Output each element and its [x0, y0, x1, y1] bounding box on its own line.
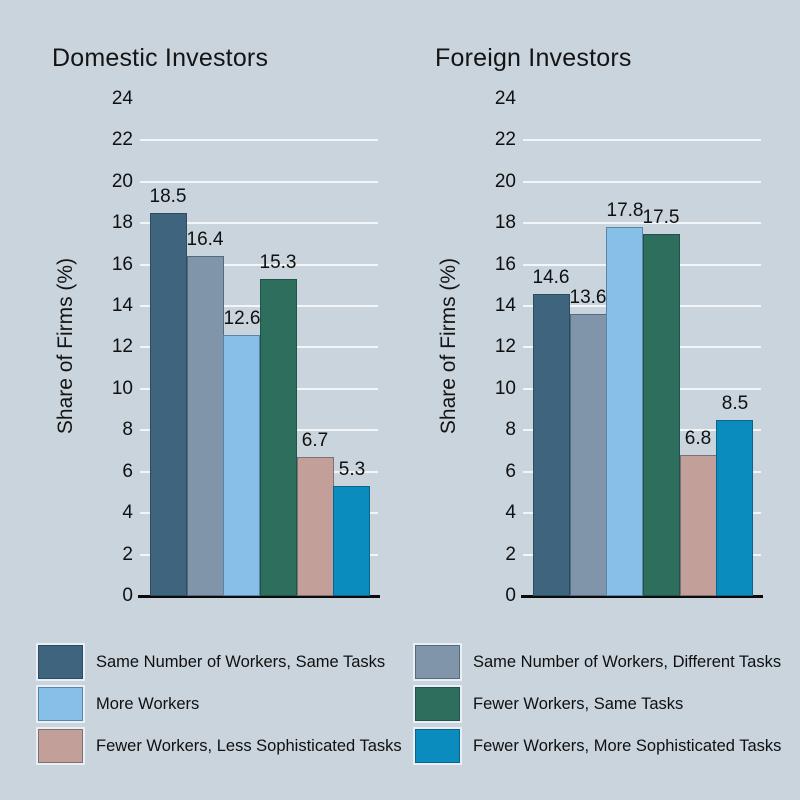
bar-value-label: 12.6 [223, 308, 261, 329]
y-tick-label: 22 [494, 129, 516, 150]
bar-value-label: 8.5 [721, 393, 749, 414]
bar [150, 213, 187, 596]
bar [260, 279, 297, 596]
legend-swatch [413, 727, 462, 765]
bar [606, 227, 643, 596]
y-tick-label: 8 [122, 419, 133, 440]
bar-value-label: 15.3 [259, 252, 297, 273]
legend-swatch [413, 685, 462, 723]
legend-swatch [413, 643, 462, 681]
legend-item: Fewer Workers, Same Tasks [413, 685, 684, 723]
gridline [140, 222, 378, 224]
gridline [140, 305, 378, 307]
legend-swatch [36, 727, 85, 765]
y-tick-label: 14 [111, 295, 133, 316]
y-tick-label: 4 [122, 502, 133, 523]
y-tick-label: 24 [494, 88, 516, 109]
bar [680, 455, 717, 596]
legend-label: Same Number of Workers, Different Tasks [473, 652, 782, 671]
y-tick-label: 20 [111, 171, 133, 192]
legend-item: Same Number of Workers, Different Tasks [413, 643, 782, 681]
legend-label: More Workers [96, 694, 200, 713]
gridline [140, 264, 378, 266]
bar-value-label: 5.3 [338, 459, 366, 480]
bar [297, 457, 334, 596]
gridline [140, 139, 378, 141]
y-tick-label: 10 [494, 378, 516, 399]
bar-value-label: 14.6 [532, 267, 570, 288]
y-tick-label: 10 [111, 378, 133, 399]
y-tick-label: 12 [111, 336, 133, 357]
legend-label: Fewer Workers, Less Sophisticated Tasks [96, 736, 402, 755]
bar-value-label: 17.8 [606, 200, 644, 221]
y-tick-label: 4 [505, 502, 516, 523]
legend-item: More Workers [36, 685, 200, 723]
chart-title-foreign: Foreign Investors [435, 44, 632, 72]
legend-item: Same Number of Workers, Same Tasks [36, 643, 386, 681]
gridline [523, 139, 761, 141]
legend-item: Fewer Workers, Less Sophisticated Tasks [36, 727, 402, 765]
x-axis-line [521, 595, 763, 598]
bar [223, 335, 260, 596]
bar-value-label: 13.6 [569, 287, 607, 308]
y-tick-label: 0 [122, 585, 133, 606]
y-tick-label: 12 [494, 336, 516, 357]
bar [570, 314, 607, 596]
y-tick-label: 18 [494, 212, 516, 233]
legend-swatch [36, 643, 85, 681]
bar-value-label: 17.5 [642, 207, 680, 228]
legend-label: Fewer Workers, More Sophisticated Tasks [473, 736, 782, 755]
legend-item: Fewer Workers, More Sophisticated Tasks [413, 727, 782, 765]
y-tick-label: 2 [122, 544, 133, 565]
bar [187, 256, 224, 596]
bar-value-label: 16.4 [186, 229, 224, 250]
y-tick-label: 8 [505, 419, 516, 440]
y-tick-label: 16 [111, 254, 133, 275]
bar-value-label: 18.5 [149, 186, 187, 207]
bar [643, 234, 680, 596]
x-axis-line [138, 595, 380, 598]
y-tick-label: 6 [505, 461, 516, 482]
bar-value-label: 6.8 [684, 428, 712, 449]
bar [716, 420, 753, 596]
chart-title-domestic: Domestic Investors [52, 44, 269, 72]
gridline [523, 222, 761, 224]
y-tick-label: 22 [111, 129, 133, 150]
legend-label: Fewer Workers, Same Tasks [473, 694, 684, 713]
y-tick-label: 14 [494, 295, 516, 316]
gridline [140, 181, 378, 183]
gridline [523, 181, 761, 183]
y-tick-label: 24 [111, 88, 133, 109]
y-tick-label: 0 [505, 585, 516, 606]
bar [333, 486, 370, 596]
y-tick-label: 20 [494, 171, 516, 192]
y-tick-label: 6 [122, 461, 133, 482]
y-tick-label: 2 [505, 544, 516, 565]
legend-label: Same Number of Workers, Same Tasks [96, 652, 386, 671]
y-tick-label: 18 [111, 212, 133, 233]
y-tick-label: 16 [494, 254, 516, 275]
legend-swatch [36, 685, 85, 723]
bar [533, 294, 570, 596]
bar-value-label: 6.7 [301, 430, 329, 451]
